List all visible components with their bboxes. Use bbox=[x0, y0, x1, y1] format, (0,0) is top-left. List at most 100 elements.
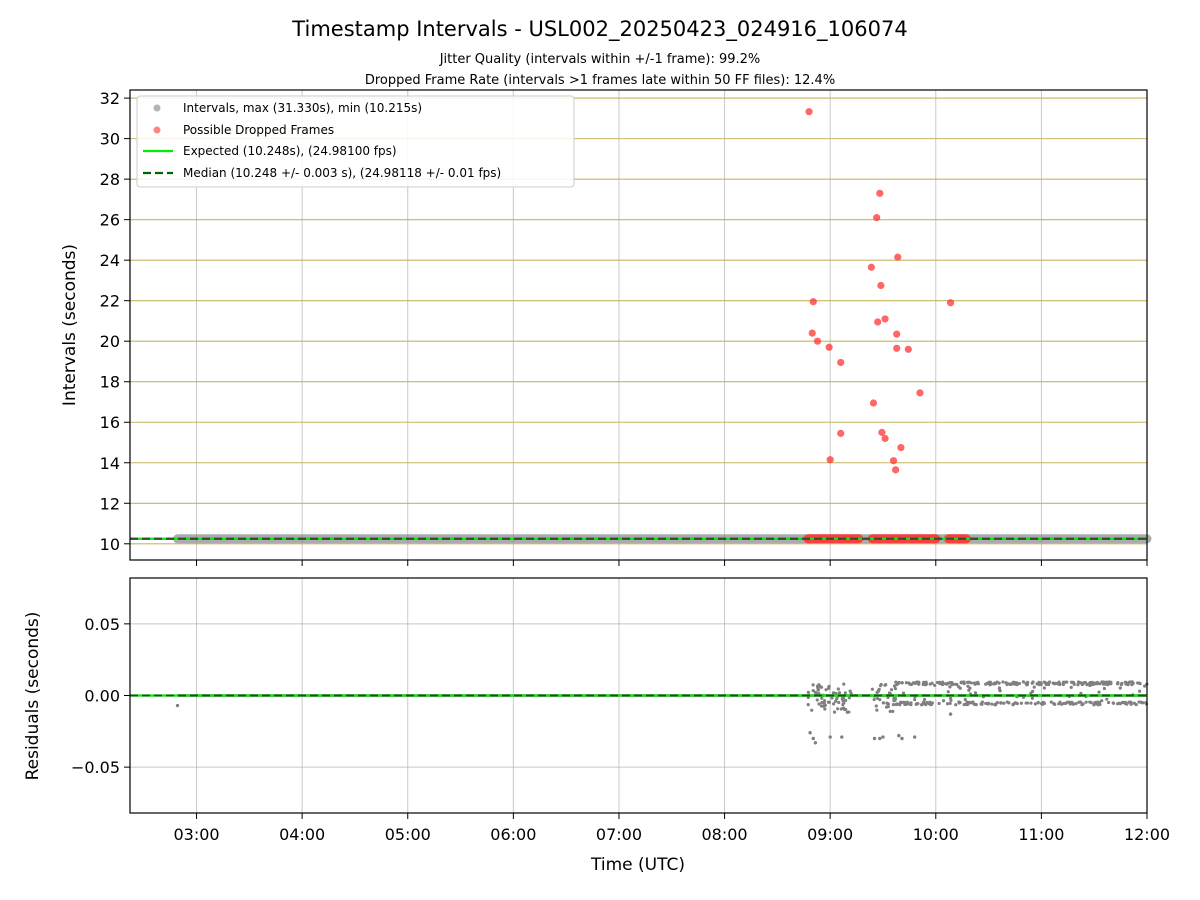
legend-entry-dropped: Possible Dropped Frames bbox=[183, 123, 334, 137]
residual-point bbox=[984, 701, 988, 706]
residual-point bbox=[990, 702, 994, 706]
residual-point bbox=[1061, 682, 1065, 687]
residual-point bbox=[878, 698, 882, 702]
legend-entry-intervals: Intervals, max (31.330s), min (10.215s) bbox=[183, 101, 422, 115]
residual-point bbox=[988, 680, 992, 685]
residual-point bbox=[1049, 700, 1053, 704]
legend-frame bbox=[136, 95, 575, 188]
residual-point bbox=[822, 701, 826, 705]
residual-point bbox=[836, 687, 840, 691]
residual-point bbox=[997, 681, 1001, 685]
residual-point bbox=[1132, 701, 1136, 705]
residual-point bbox=[1084, 700, 1088, 704]
x-axis-label: Time (UTC) bbox=[590, 855, 685, 875]
residual-point bbox=[974, 703, 978, 707]
residual-point bbox=[959, 681, 963, 685]
residual-point bbox=[820, 696, 824, 700]
residual-point bbox=[984, 682, 988, 686]
residual-point bbox=[875, 690, 879, 695]
residual-point bbox=[1001, 680, 1005, 684]
residual-point bbox=[950, 682, 954, 686]
residual-point bbox=[1126, 681, 1130, 685]
residual-point bbox=[894, 680, 898, 684]
residual-point bbox=[900, 681, 904, 685]
residual-point bbox=[909, 703, 913, 707]
residual-point bbox=[822, 699, 827, 703]
residual-point bbox=[969, 701, 973, 705]
residual-point bbox=[1025, 683, 1029, 687]
residual-point bbox=[937, 701, 941, 706]
residual-outlier-point bbox=[881, 735, 885, 739]
residual-point bbox=[817, 691, 821, 696]
residual-point bbox=[837, 700, 841, 705]
residual-point bbox=[929, 703, 933, 707]
residual-point bbox=[1079, 691, 1083, 696]
residual-point bbox=[1137, 681, 1141, 685]
residual-point bbox=[899, 700, 904, 705]
residual-outlier-point bbox=[811, 736, 815, 741]
residual-point bbox=[816, 688, 821, 692]
residual-point bbox=[1016, 682, 1020, 686]
residual-point bbox=[1118, 686, 1122, 690]
residual-outlier-point bbox=[828, 735, 832, 739]
residual-outlier-point bbox=[840, 735, 844, 739]
dropped-frame-point bbox=[946, 299, 955, 307]
residual-point bbox=[870, 687, 874, 691]
intervals-y-tick-label: 28 bbox=[100, 170, 120, 189]
residual-point bbox=[1058, 682, 1062, 687]
residual-outlier-point bbox=[900, 736, 904, 741]
residual-point bbox=[821, 704, 826, 708]
x-tick-label: 12:00 bbox=[1124, 825, 1170, 844]
residual-point bbox=[1125, 702, 1129, 706]
dropped-frame-point bbox=[893, 330, 901, 338]
residual-point bbox=[1111, 701, 1116, 705]
x-tick-label: 06:00 bbox=[490, 825, 536, 844]
x-tick-label: 07:00 bbox=[596, 825, 642, 844]
residual-point bbox=[844, 698, 848, 703]
residual-point bbox=[837, 691, 842, 695]
residual-point bbox=[810, 708, 814, 712]
residual-point bbox=[986, 701, 991, 705]
residual-point bbox=[940, 682, 944, 686]
residual-point bbox=[1033, 702, 1037, 706]
residual-point bbox=[1053, 681, 1057, 686]
dropped-frame-point bbox=[869, 399, 878, 407]
residual-point bbox=[933, 683, 937, 687]
chart-subtitle-jitter: Jitter Quality (intervals within +/-1 fr… bbox=[439, 52, 761, 67]
residual-point bbox=[814, 691, 818, 696]
residual-point bbox=[946, 681, 950, 685]
residual-point bbox=[1021, 680, 1025, 684]
residual-point bbox=[834, 691, 838, 696]
dropped-frame-point bbox=[894, 253, 902, 261]
dropped-frame-point bbox=[881, 434, 889, 443]
residual-point bbox=[1105, 697, 1109, 701]
residual-point bbox=[1029, 691, 1033, 695]
residual-point bbox=[955, 682, 959, 687]
residual-point bbox=[834, 699, 838, 703]
intervals-y-tick-label: 10 bbox=[100, 535, 120, 554]
intervals-legend: Intervals, max (31.330s), min (10.215s) … bbox=[136, 95, 575, 188]
residual-point bbox=[1037, 680, 1041, 684]
residual-outlier-point bbox=[897, 733, 901, 738]
residual-point bbox=[924, 702, 928, 707]
residual-outlier-point bbox=[175, 703, 180, 708]
residuals-y-tick-label: 0.05 bbox=[84, 615, 120, 634]
residual-point bbox=[1123, 680, 1127, 684]
intervals-y-tick-label: 24 bbox=[100, 251, 120, 270]
residual-point bbox=[979, 702, 983, 706]
intervals-y-tick-label: 32 bbox=[100, 89, 120, 108]
residual-outlier-point bbox=[872, 736, 877, 741]
residual-point bbox=[1079, 681, 1083, 685]
residual-point bbox=[922, 697, 927, 702]
intervals-y-tick-label: 16 bbox=[100, 413, 120, 432]
intervals-y-tick-label: 30 bbox=[100, 130, 120, 149]
residual-point bbox=[1057, 680, 1061, 684]
dropped-frame-point bbox=[837, 429, 845, 437]
residual-point bbox=[945, 702, 950, 706]
residual-point bbox=[827, 700, 831, 704]
residual-point bbox=[1106, 700, 1111, 705]
residual-point bbox=[1044, 682, 1048, 687]
residual-point bbox=[1074, 702, 1078, 706]
residual-point bbox=[839, 707, 843, 711]
residual-point bbox=[806, 695, 810, 700]
